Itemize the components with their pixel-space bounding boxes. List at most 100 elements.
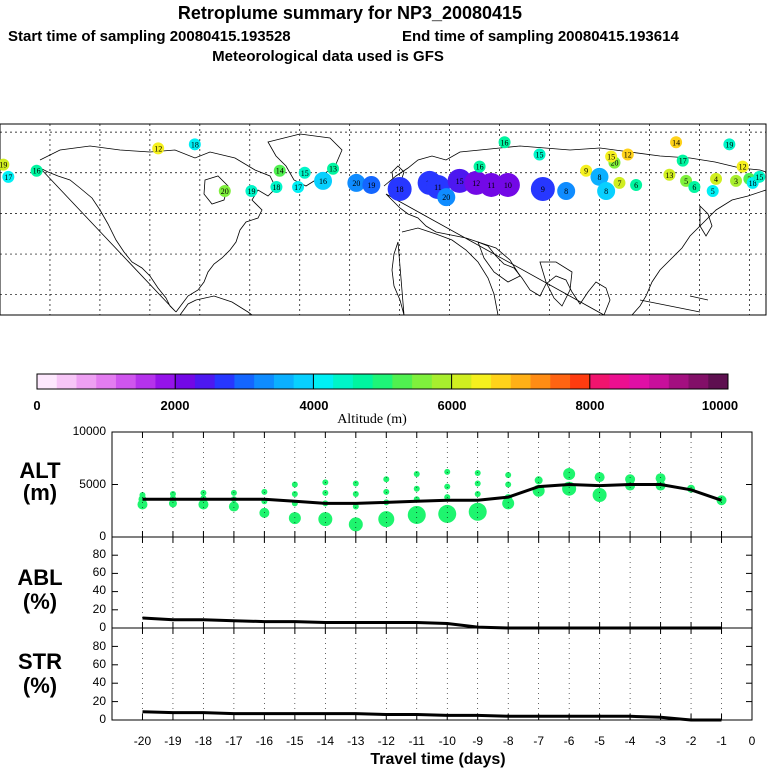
map-marker: 19	[362, 175, 381, 194]
map-marker: 8	[597, 182, 616, 201]
map-marker-label: 14	[672, 138, 680, 147]
map-marker: 16	[498, 136, 511, 149]
map-marker: 6	[630, 178, 643, 191]
altitude-colorbar: 0 2000 4000 6000 8000 10000 Altitude (m)	[33, 373, 738, 427]
abl-ytick-label: 40	[93, 583, 107, 597]
str-ytick-label: 0	[99, 712, 106, 726]
x-tick-label: -8	[503, 734, 514, 748]
alt-scatter-point	[655, 473, 666, 484]
time-series-frames	[111, 431, 753, 721]
map-marker: 17	[292, 180, 305, 193]
alt-scatter-point	[407, 505, 426, 524]
colorbar-tick-labels: 0 2000 4000 6000 8000 10000	[33, 398, 738, 413]
map-marker: 15	[605, 150, 618, 163]
map-marker: 18	[188, 138, 201, 151]
map-marker-dot	[663, 168, 676, 181]
x-tick-label: -13	[347, 734, 365, 748]
map-marker: 13	[327, 162, 340, 175]
alt-scatter-point	[413, 485, 420, 492]
coast-eurasia	[383, 145, 767, 316]
map-marker-dot	[245, 185, 258, 198]
colorbar-cell	[273, 374, 295, 389]
map-marker: 13	[663, 168, 676, 181]
map-marker-dot	[723, 138, 736, 151]
map-marker: 4	[710, 172, 723, 185]
alt-scatter-point	[438, 504, 457, 523]
end-time-label: End time of sampling 20080415.193614	[402, 28, 679, 45]
map-marker: 20	[347, 173, 366, 192]
colorbar-cell	[392, 374, 413, 389]
map-marker-dot	[498, 136, 511, 149]
colorbar-tick-label: 0	[33, 398, 40, 413]
map-marker: 19	[0, 158, 10, 171]
map-marker: 15	[533, 148, 546, 161]
alt-scatter-point	[228, 501, 239, 512]
map-marker-dot	[479, 172, 504, 197]
map-marker-label: 15	[536, 150, 544, 159]
str-panel: STR (%) 80 60 40 20 0	[18, 639, 722, 726]
colorbar-cell	[37, 374, 58, 389]
colorbar-cell	[76, 374, 97, 389]
map-marker-dot	[495, 172, 520, 197]
map-marker-dot	[314, 171, 333, 190]
alt-ytick-label: 0	[99, 529, 106, 543]
abl-ytick-label: 0	[99, 620, 106, 634]
map-marker-label: 20	[221, 187, 229, 196]
alt-scatter-point	[474, 490, 481, 497]
map-marker-label: 8	[604, 187, 608, 196]
alt-scatter-point	[413, 471, 420, 477]
map-marker-label: 12	[154, 144, 162, 153]
x-tick-label: -17	[225, 734, 243, 748]
alt-scatter-point	[352, 480, 359, 487]
map-marker-label: 19	[247, 187, 255, 196]
map-marker-dot	[387, 177, 412, 202]
x-tick-label: -14	[317, 734, 335, 748]
map-marker: 20	[437, 188, 456, 207]
colorbar-dividers	[174, 374, 591, 389]
map-marker: 18	[387, 177, 412, 202]
map-marker-label: 14	[276, 167, 284, 176]
coast-indonesia	[639, 295, 709, 313]
abl-ylabel-line1: ABL	[17, 565, 62, 590]
map-marker-dot	[590, 167, 609, 186]
x-tick-label: -4	[625, 734, 636, 748]
map-marker: 5	[680, 174, 693, 187]
map-marker-label: 17	[294, 183, 302, 192]
map-marker-label: 12	[624, 150, 632, 159]
abl-ytick-label: 60	[93, 565, 107, 579]
map-marker: 20	[218, 185, 231, 198]
map-marker-label: 20	[610, 159, 618, 168]
colorbar-cells	[37, 374, 729, 389]
abl-ytick-label: 80	[93, 547, 107, 561]
x-tick-label: -20	[134, 734, 152, 748]
colorbar-cell	[412, 374, 433, 389]
colorbar-tick-label: 8000	[576, 398, 605, 413]
map-marker-dot	[613, 176, 626, 189]
x-tick-label: -10	[439, 734, 457, 748]
colorbar-cell	[56, 374, 77, 389]
map-marker-label: 15	[456, 177, 464, 186]
alt-scatter-point	[378, 511, 395, 528]
colorbar-cell	[451, 374, 472, 389]
str-ylabel-line1: STR	[18, 649, 62, 674]
map-marker-label: 13	[329, 165, 337, 174]
alt-scatter-point	[592, 488, 607, 502]
map-marker-dot	[362, 175, 381, 194]
alt-scatter-point	[383, 476, 390, 483]
map-marker-dot	[753, 170, 766, 183]
coast-arabia	[477, 241, 521, 283]
abl-ylabel-line2: (%)	[23, 589, 57, 614]
map-marker-dot	[736, 160, 749, 173]
alt-scatter-point	[198, 499, 209, 510]
alt-scatter-points	[137, 468, 727, 532]
map-marker-label: 19	[0, 161, 7, 170]
alt-scatter-point	[352, 503, 359, 510]
map-marker-dot	[688, 180, 701, 193]
colorbar-cell	[471, 374, 492, 389]
alt-scatter-point	[534, 476, 543, 485]
map-marker-label: 10	[504, 181, 512, 190]
coast-india	[539, 261, 573, 307]
map-marker: 17	[676, 154, 689, 167]
x-tick-label: -19	[164, 734, 182, 748]
map-marker-label: 16	[501, 138, 509, 147]
